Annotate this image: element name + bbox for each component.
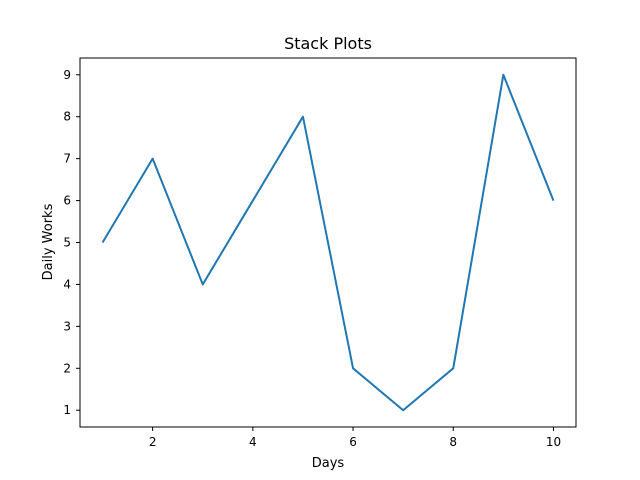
y-tick-label: 1	[63, 403, 71, 417]
chart-title: Stack Plots	[284, 34, 372, 53]
data-point	[102, 242, 104, 244]
y-tick-label: 5	[63, 236, 71, 250]
y-tick-label: 2	[63, 361, 71, 375]
series-layer	[101, 73, 555, 412]
data-point	[402, 409, 404, 411]
plot-frame	[79, 57, 577, 428]
y-tick-label: 9	[63, 68, 71, 82]
y-tick-label: 4	[63, 277, 71, 291]
data-point	[252, 200, 254, 202]
y-tick-label: 3	[63, 319, 71, 333]
x-tick-label: 6	[349, 435, 357, 449]
series-line	[101, 73, 555, 412]
data-point	[302, 116, 304, 118]
x-tick-label: 8	[449, 435, 457, 449]
y-tick-label: 8	[63, 110, 71, 124]
y-tick-label: 6	[63, 194, 71, 208]
data-point	[352, 367, 354, 369]
data-point	[552, 200, 554, 202]
y-tick-label: 7	[63, 152, 71, 166]
data-point	[502, 74, 504, 76]
y-axis-label: Daily Works	[41, 203, 56, 280]
x-axis-label: Days	[312, 456, 345, 471]
x-tick-label: 4	[249, 435, 257, 449]
data-point	[452, 367, 454, 369]
x-tick-label: 10	[546, 435, 561, 449]
data-point	[202, 283, 204, 285]
data-point	[152, 158, 154, 160]
x-tick-label: 2	[149, 435, 157, 449]
